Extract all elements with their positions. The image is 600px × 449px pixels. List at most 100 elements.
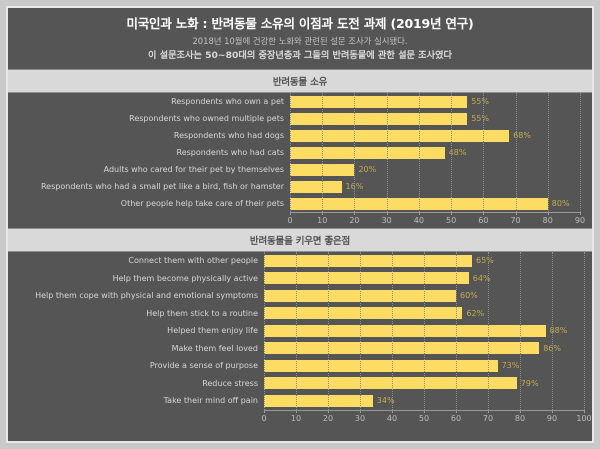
chart-rows-pet-benefits: Connect them with other people 65% Help th… [8, 252, 592, 410]
bar-category-label: Respondents who had dogs [173, 131, 284, 140]
chart-row: Make them feel loved 86% [8, 340, 592, 358]
axis-tick [296, 409, 297, 413]
bar-category-label: Help them cope with physical and emotion… [35, 291, 258, 301]
bar-value-label: 65% [476, 256, 494, 266]
axis-tick-label: 70 [510, 216, 521, 225]
bar [290, 95, 468, 108]
chart-row: Respondents who owned multiple pets 55% [8, 110, 592, 127]
bar-value-label: 55% [471, 114, 489, 123]
bar-track: 34% [264, 392, 592, 410]
bar [264, 394, 373, 407]
bar [264, 359, 498, 372]
chart-pet-ownership: Respondents who own a pet 55% Respondents … [8, 93, 592, 228]
bar-track: 55% [290, 93, 592, 110]
bar-track: 73% [264, 357, 592, 375]
axis-tick-label: 0 [261, 413, 267, 423]
bar-track: 16% [290, 178, 592, 195]
axis-tick [354, 212, 356, 215]
bar-category-label: Other people help take care of their pet… [120, 199, 284, 208]
axis-tick [483, 212, 485, 215]
axis-line [290, 212, 580, 213]
axis-tick [515, 212, 517, 215]
bar [264, 254, 472, 267]
bar-category-label: Help them become physically active [112, 273, 258, 283]
infographic-poster: 미국인과 노화 : 반려동물 소유의 이점과 도전 과제 (2019년 연구) … [6, 6, 594, 443]
poster-header: 미국인과 노화 : 반려동물 소유의 이점과 도전 과제 (2019년 연구) … [8, 8, 592, 69]
bar-track: 86% [264, 340, 592, 358]
axis-tick-label: 80 [542, 216, 553, 225]
chart-row: Respondents who had cats 48% [8, 144, 592, 161]
axis-tick [547, 212, 549, 215]
axis-tick-label: 0 [287, 216, 293, 225]
bar [264, 272, 469, 285]
axis-tick-label: 60 [450, 413, 462, 423]
bar-value-label: 68% [513, 131, 531, 140]
chart-row: Help them cope with physical and emotion… [8, 287, 592, 305]
axis-tick [451, 212, 453, 215]
axis-tick [456, 409, 457, 413]
bar-category-label: Help them stick to a routine [146, 308, 258, 318]
bar-track: 65% [264, 252, 592, 270]
bar-track: 48% [290, 144, 592, 161]
bar-category-label: Respondents who owned multiple pets [129, 114, 284, 123]
bar-category-label: Connect them with other people [128, 256, 258, 266]
axis-tick [328, 409, 329, 413]
bar-value-label: 20% [358, 165, 377, 174]
bar [290, 129, 510, 142]
axis-tick [580, 212, 581, 215]
bar-track: 20% [290, 161, 592, 178]
page-title: 미국인과 노화 : 반려동물 소유의 이점과 도전 과제 (2019년 연구) [126, 16, 474, 31]
bar-value-label: 62% [466, 308, 485, 318]
axis-tick-label: 40 [386, 413, 398, 423]
bar-track: 79% [264, 375, 592, 393]
chart-row: Reduce stress 79% [8, 375, 592, 393]
bar-track: 62% [264, 305, 592, 323]
axis-tick-label: 90 [546, 413, 558, 423]
bar-value-label: 16% [345, 182, 364, 191]
axis-tick [584, 409, 585, 413]
chart-row: Help them stick to a routine 62% [8, 305, 592, 323]
bar [264, 342, 540, 355]
axis-tick [322, 212, 324, 215]
bar [264, 377, 517, 390]
chart-row: Connect them with other people 65% [8, 252, 592, 270]
bar-track: 80% [290, 195, 592, 212]
bar [264, 307, 463, 320]
axis-tick [392, 409, 393, 413]
bar-track: 55% [290, 110, 592, 127]
chart-row: Helped them enjoy life 88% [8, 322, 592, 340]
bar [264, 289, 456, 302]
bar-value-label: 55% [471, 97, 489, 106]
section-heading-pet-ownership: 반려동물 소유 [8, 69, 592, 93]
bar-value-label: 64% [472, 273, 491, 283]
bar-category-label: Helped them enjoy life [167, 326, 258, 336]
page-subtitle-line-1: 2018년 10월에 건강한 노화와 관련된 설문 조사가 실시됐다. [192, 36, 408, 46]
bar [290, 146, 445, 159]
axis-tick [488, 409, 489, 413]
axis-tick-label: 20 [349, 216, 360, 225]
chart-row: Provide a sense of purpose 73% [8, 357, 592, 375]
axis-tick [520, 409, 521, 413]
bar [290, 163, 355, 176]
section-heading-pet-benefits: 반려동물을 키우면 좋은점 [8, 228, 592, 252]
bar-track: 68% [290, 127, 592, 144]
axis-tick [290, 212, 291, 215]
bar-category-label: Respondents who had cats [176, 148, 285, 157]
chart-row: Respondents who had a small pet like a b… [8, 178, 592, 195]
axis-tick [360, 409, 361, 413]
bar-track: 64% [264, 270, 592, 288]
chart-row: Help them become physically active 64% [8, 270, 592, 288]
chart-row: Respondents who had dogs 68% [8, 127, 592, 144]
axis-tick [424, 409, 425, 413]
bar [290, 197, 548, 210]
axis-tick-label: 40 [413, 216, 424, 225]
chart-row: Adults who cared for their pet by themse… [8, 161, 592, 178]
bar-value-label: 48% [448, 148, 467, 157]
chart-row: Take their mind off pain 34% [8, 392, 592, 410]
axis-tick-label: 90 [574, 216, 586, 225]
x-axis-pet-ownership: 0 10 20 30 40 50 60 70 80 90 [8, 212, 592, 228]
axis-tick [552, 409, 553, 413]
axis-tick-label: 10 [290, 413, 302, 423]
axis-tick-label: 80 [514, 413, 526, 423]
bar-value-label: 34% [376, 396, 395, 406]
